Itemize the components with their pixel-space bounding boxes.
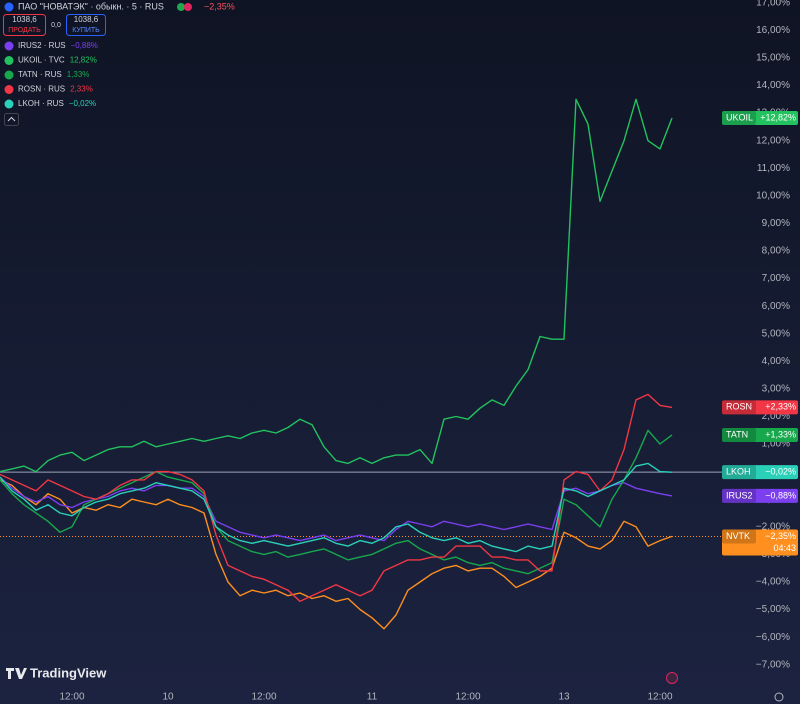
price-tag-name: NVTK — [726, 531, 750, 541]
legend-change: −0,88% — [71, 41, 98, 50]
symbol-icon — [4, 2, 14, 12]
price-tag-name-bg — [722, 427, 756, 442]
spread: 0,0 — [51, 22, 61, 29]
legend-change: 2,33% — [70, 85, 93, 94]
x-tick-label: 11 — [367, 692, 378, 703]
price-tag-name: TATN — [726, 429, 748, 439]
y-tick-label: 10,00% — [756, 190, 790, 201]
brand: TradingView — [30, 665, 107, 680]
legend-label: UKOIL · TVC — [18, 56, 65, 65]
price-tag-name-bg — [722, 488, 756, 503]
series-line — [0, 462, 673, 553]
y-tick-label: 5,00% — [762, 328, 790, 339]
price-tag-name-bg — [722, 111, 756, 126]
y-tick-label: −5,00% — [756, 604, 790, 615]
price-tag — [722, 529, 798, 556]
collapse-button[interactable] — [4, 113, 19, 126]
price-tag-name: UKOIL — [726, 112, 753, 122]
y-tick-label: −4,00% — [756, 577, 790, 588]
y-tick-label: 4,00% — [762, 356, 790, 367]
x-tick-label: 12:00 — [59, 692, 84, 703]
sell-label: ПРОДАТЬ — [8, 27, 41, 34]
countdown: 04:43 — [773, 543, 796, 553]
y-tick-label: −2,00% — [756, 521, 790, 532]
y-tick-label: 7,00% — [762, 273, 790, 284]
price-tag-name-bg — [722, 400, 756, 415]
y-tick-label: 12,00% — [756, 135, 790, 146]
price-tag-name-bg — [722, 529, 756, 544]
x-tick-label: 10 — [162, 692, 174, 703]
y-tick-label: 8,00% — [762, 246, 790, 257]
y-tick-label: 17,00% — [756, 0, 790, 8]
settings-icon[interactable] — [774, 692, 784, 702]
y-tick-label: 6,00% — [762, 301, 790, 312]
price-tag-name-bg — [722, 465, 756, 480]
x-tick-label: 13 — [558, 692, 570, 703]
y-tick-label: 3,00% — [762, 384, 790, 395]
price-tag — [722, 111, 798, 126]
sell-button[interactable] — [3, 14, 46, 36]
sell-price: 1038,6 — [12, 15, 37, 24]
legend-icon — [4, 56, 14, 65]
price-tag — [722, 465, 798, 480]
y-tick-label: 9,00% — [762, 218, 790, 229]
y-tick-label: 2,00% — [762, 411, 790, 422]
legend-icon — [4, 99, 14, 109]
x-tick-label: 12:00 — [251, 692, 276, 703]
series-line — [0, 98, 673, 473]
buy-button[interactable] — [66, 14, 106, 36]
legend-icon — [4, 41, 14, 51]
collapse-icon — [7, 116, 16, 122]
legend-label: LKOH · RUS — [18, 99, 64, 108]
price-tag-value: +2,33% — [765, 402, 796, 412]
legend-label: ROSN · RUS — [18, 85, 65, 94]
price-tag-value: +1,33% — [765, 429, 796, 439]
overlay: ПАО "НОВАТЭК" · обыкн. · 5 · RUS −2,35% … — [3, 1, 784, 702]
x-tick-label: 12:00 — [647, 692, 672, 703]
y-tick-label: 15,00% — [756, 53, 790, 64]
price-tag — [722, 488, 798, 503]
legend-label: IRUS2 · RUS — [18, 41, 66, 50]
legend-change: 12,82% — [70, 56, 97, 65]
y-tick-label: 14,00% — [756, 80, 790, 91]
price-tag-name: LKOH — [726, 467, 751, 477]
y-tick-label: −7,00% — [756, 659, 790, 670]
title-change: −2,35% — [204, 1, 235, 11]
legend-icon — [4, 70, 14, 80]
x-tick-label: 12:00 — [455, 692, 480, 703]
brand-logo — [6, 668, 27, 679]
series-line — [0, 476, 673, 542]
legend-label: TATN · RUS — [18, 70, 62, 79]
price-tag-name: IRUS2 — [726, 490, 753, 500]
legend-change: 1,33% — [67, 70, 90, 79]
y-tick-label: 1,00% — [762, 439, 790, 450]
price-tag-value: −0,02% — [765, 467, 796, 477]
legend-icon — [4, 85, 14, 94]
price-tag — [722, 400, 798, 415]
legend-change: −0,02% — [69, 99, 96, 108]
chart-title: ПАО "НОВАТЭК" · обыкн. · 5 · RUS — [18, 1, 164, 11]
event-icon[interactable] — [666, 672, 678, 684]
series-line — [0, 429, 673, 575]
buy-price: 1038,6 — [74, 15, 99, 24]
series-line — [0, 479, 673, 630]
price-tag-value: −0,88% — [765, 490, 796, 500]
price-tag — [722, 427, 798, 442]
y-tick-label: 11,00% — [757, 163, 790, 174]
price-tag-value: −2,35% — [765, 531, 796, 541]
buy-label: КУПИТЬ — [72, 27, 100, 34]
price-tag-name: ROSN — [726, 402, 752, 412]
y-tick-label: 16,00% — [756, 25, 790, 36]
toggle-icon[interactable] — [184, 3, 192, 11]
y-tick-label: −6,00% — [756, 632, 790, 643]
toggle-icon[interactable] — [177, 3, 185, 11]
price-tag-value: +12,82% — [760, 112, 796, 122]
